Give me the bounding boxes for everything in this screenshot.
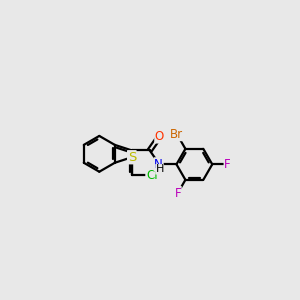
Text: Br: Br — [170, 128, 184, 141]
Text: Cl: Cl — [146, 169, 158, 182]
Text: N: N — [154, 158, 163, 171]
Text: F: F — [175, 187, 181, 200]
Text: F: F — [224, 158, 231, 171]
Text: H: H — [155, 164, 164, 174]
Text: S: S — [128, 151, 136, 164]
Text: O: O — [155, 130, 164, 143]
